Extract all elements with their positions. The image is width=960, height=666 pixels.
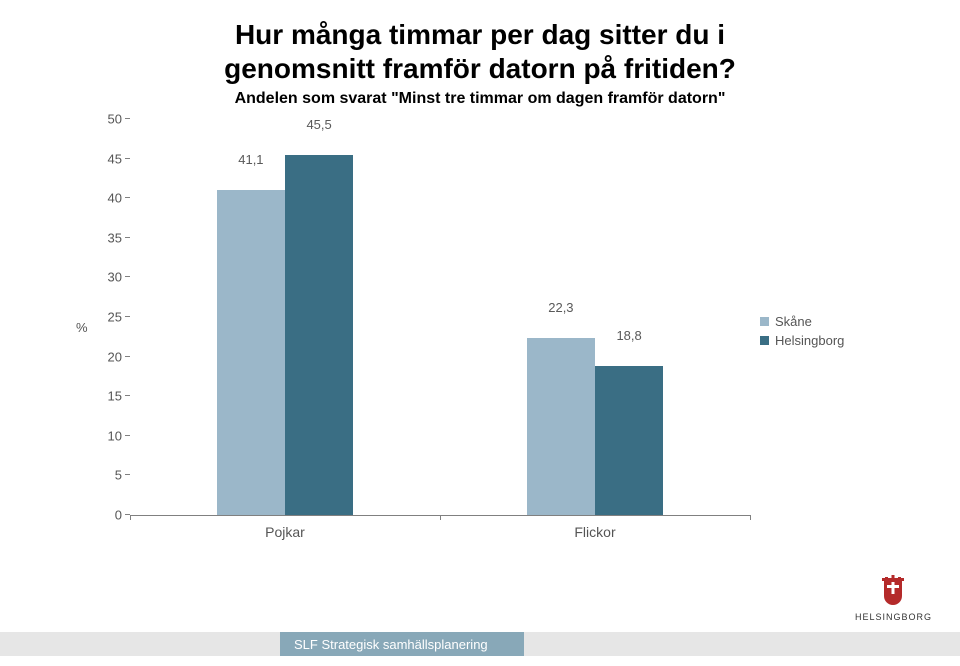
y-tick-label: 35 (108, 230, 130, 245)
footer-text: SLF Strategisk samhällsplanering (280, 632, 524, 656)
y-tick-mark (125, 316, 130, 317)
legend-label: Helsingborg (775, 333, 844, 348)
y-tick-mark (125, 118, 130, 119)
y-tick-label: 0 (115, 508, 130, 523)
plot-area: 0510152025303540455041,145,522,318,8 (130, 120, 750, 516)
y-tick-label: 30 (108, 270, 130, 285)
y-tick-label: 15 (108, 389, 130, 404)
x-tick-label: Flickor (574, 524, 615, 540)
x-tick-mark (130, 515, 131, 520)
bar (595, 366, 663, 515)
y-tick-mark (125, 435, 130, 436)
chart: % 0510152025303540455041,145,522,318,8 P… (90, 120, 750, 540)
chart-subtitle: Andelen som svarat "Minst tre timmar om … (0, 90, 960, 108)
bar (285, 155, 353, 515)
y-tick-label: 25 (108, 310, 130, 325)
helsingborg-logo: HELSINGBORG (855, 574, 932, 622)
value-label: 41,1 (238, 152, 263, 171)
y-tick-label: 50 (108, 112, 130, 127)
y-tick-mark (125, 237, 130, 238)
x-tick-mark (440, 515, 441, 520)
y-axis-label: % (76, 320, 88, 335)
y-tick-mark (125, 356, 130, 357)
y-tick-label: 45 (108, 151, 130, 166)
y-tick-label: 10 (108, 428, 130, 443)
y-tick-mark (125, 474, 130, 475)
y-tick-mark (125, 158, 130, 159)
y-tick-label: 40 (108, 191, 130, 206)
chart-title: Hur många timmar per dag sitter du i gen… (0, 18, 960, 85)
value-label: 22,3 (548, 300, 573, 319)
legend-swatch (760, 317, 769, 326)
value-label: 18,8 (616, 328, 641, 347)
legend-swatch (760, 336, 769, 345)
y-tick-mark (125, 395, 130, 396)
legend-label: Skåne (775, 314, 812, 329)
legend-item: Skåne (760, 314, 844, 329)
y-tick-label: 5 (115, 468, 130, 483)
x-tick-mark (750, 515, 751, 520)
logo-text: HELSINGBORG (855, 612, 932, 622)
y-tick-label: 20 (108, 349, 130, 364)
bar (527, 338, 595, 515)
bar (217, 190, 285, 516)
value-label: 45,5 (306, 117, 331, 136)
y-tick-mark (125, 197, 130, 198)
legend: Skåne Helsingborg (760, 310, 844, 352)
legend-item: Helsingborg (760, 333, 844, 348)
y-tick-mark (125, 276, 130, 277)
x-tick-label: Pojkar (265, 524, 305, 540)
